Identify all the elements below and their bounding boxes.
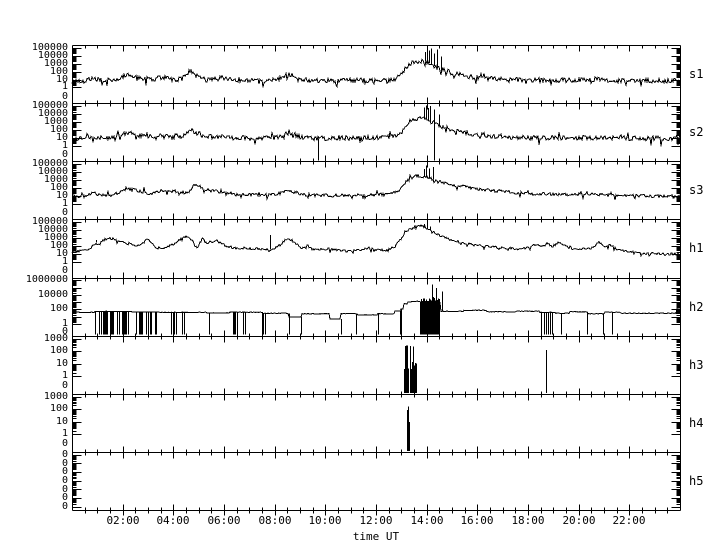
y-tick-label: 0 xyxy=(61,326,68,337)
y-tick-label: 1 xyxy=(61,370,68,381)
channel-label-h5: h5 xyxy=(689,474,704,488)
y-tick-label: 1 xyxy=(61,81,68,92)
y-tick-label: 100 xyxy=(49,124,68,135)
y-tick-label: 1000 xyxy=(43,116,68,127)
y-tick-label: 0 xyxy=(61,475,68,486)
y-tick-label: 100000 xyxy=(31,42,68,53)
x-tick-label: 22:00 xyxy=(612,514,646,527)
y-tick-label: 100 xyxy=(49,345,68,356)
y-tick-label: 10 xyxy=(55,358,68,369)
y-tick-label: 10 xyxy=(55,190,68,201)
y-tick-label: 10000 xyxy=(37,108,68,119)
y-tick-label: 0 xyxy=(61,265,68,276)
y-tick-label: 100000 xyxy=(31,158,68,169)
y-tick-label: 0 xyxy=(61,207,68,218)
y-tick-label: 100 xyxy=(49,303,68,314)
x-tick-label: 02:00 xyxy=(106,514,140,527)
y-tick-label: 0 xyxy=(61,458,68,469)
y-tick-label: 100 xyxy=(49,66,68,77)
x-tick-label: 12:00 xyxy=(359,514,393,527)
x-tick-label: 04:00 xyxy=(156,514,190,527)
y-tick-label: 0 xyxy=(61,149,68,160)
x-tick-label: 06:00 xyxy=(207,514,241,527)
x-tick-label: 10:00 xyxy=(308,514,342,527)
x-tick-label: 14:00 xyxy=(410,514,444,527)
channel-label-h2: h2 xyxy=(689,300,704,314)
y-tick-label: 10000 xyxy=(37,224,68,235)
y-tick-label: 10000 xyxy=(37,289,68,300)
channel-label-s3: s3 xyxy=(689,183,704,197)
y-tick-label: 0 xyxy=(61,501,68,512)
y-tick-label: 0 xyxy=(61,466,68,477)
x-tick-label: 16:00 xyxy=(460,514,494,527)
y-tick-label: 0 xyxy=(61,484,68,495)
y-tick-label: 0 xyxy=(61,438,68,449)
y-tick-label: 0 xyxy=(61,91,68,102)
y-tick-label: 10 xyxy=(55,74,68,85)
y-tick-label: 1 xyxy=(61,318,68,329)
channel-label-h1: h1 xyxy=(689,241,704,255)
y-tick-label: 1000 xyxy=(43,232,68,243)
y-tick-label: 1000000 xyxy=(25,274,68,285)
y-tick-label: 100 xyxy=(49,182,68,193)
y-tick-label: 100000 xyxy=(31,100,68,111)
y-tick-label: 10 xyxy=(55,248,68,259)
channel-label-s2: s2 xyxy=(689,125,704,139)
y-tick-label: 0 xyxy=(61,380,68,391)
y-tick-label: 1 xyxy=(61,428,68,439)
y-tick-label: 10000 xyxy=(37,166,68,177)
x-tick-label: 08:00 xyxy=(258,514,292,527)
channel-label-s1: s1 xyxy=(689,67,704,81)
y-tick-label: 1 xyxy=(61,256,68,267)
y-tick-label: 10000 xyxy=(37,50,68,61)
y-tick-label: 1 xyxy=(61,140,68,151)
y-tick-label: 1000 xyxy=(43,333,68,344)
y-tick-label: 10 xyxy=(55,416,68,427)
y-tick-label: 1000 xyxy=(43,58,68,69)
y-tick-label: 100 xyxy=(49,240,68,251)
channel-label-h3: h3 xyxy=(689,358,704,372)
y-tick-label: 0 xyxy=(61,449,68,460)
y-tick-label: 100000 xyxy=(31,216,68,227)
x-tick-label: 20:00 xyxy=(562,514,596,527)
y-tick-label: 10 xyxy=(55,132,68,143)
x-tick-label: 18:00 xyxy=(511,514,545,527)
y-tick-label: 0 xyxy=(61,492,68,503)
y-tick-label: 1000 xyxy=(43,174,68,185)
y-tick-label: 100 xyxy=(49,403,68,414)
x-axis-label: time UT xyxy=(352,530,400,543)
channel-label-h4: h4 xyxy=(689,416,704,430)
y-tick-label: 1 xyxy=(61,198,68,209)
y-tick-label: 1000 xyxy=(43,391,68,402)
